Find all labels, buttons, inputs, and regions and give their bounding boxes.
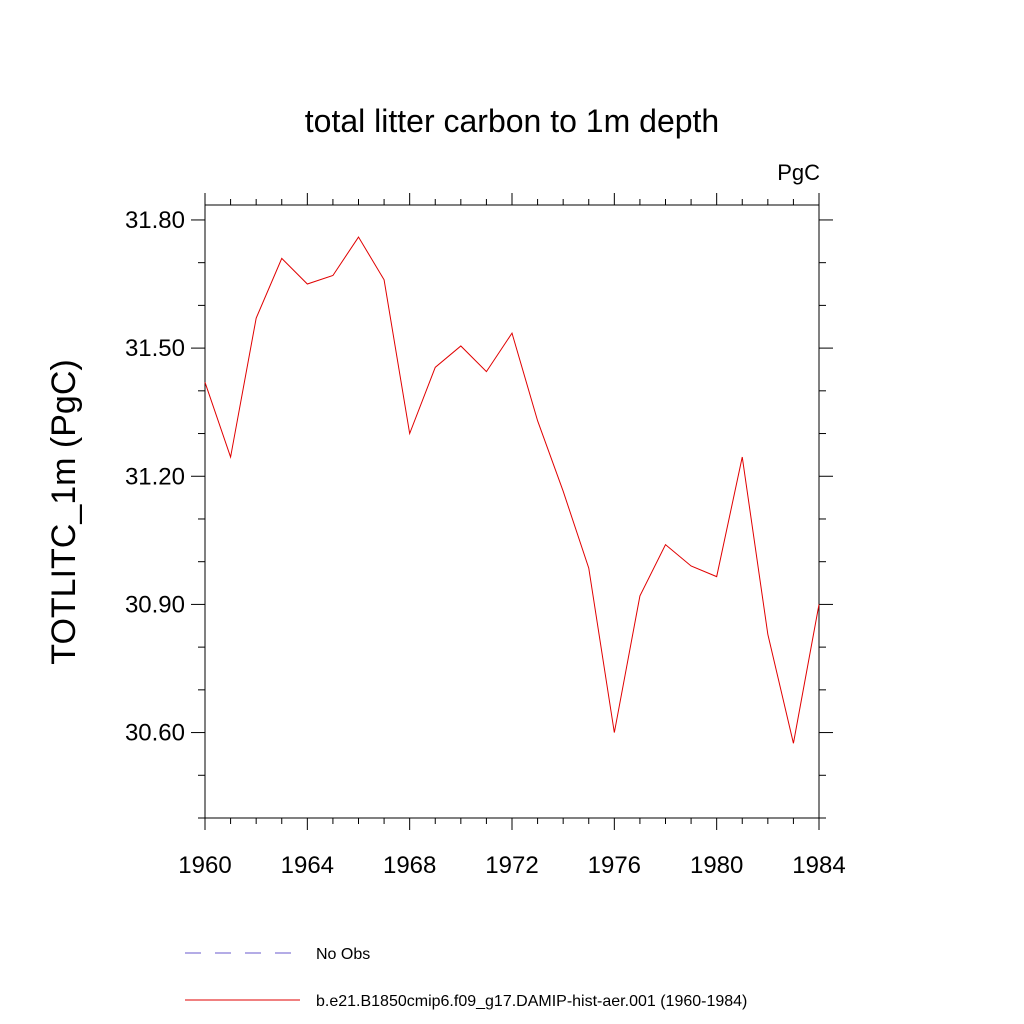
x-tick-label: 1972 [485,852,538,879]
legend: No Obs b.e21.B1850cmip6.f09_g17.DAMIP-his… [185,946,747,1010]
y-tick-label: 31.20 [125,463,185,490]
y-tick-label: 30.90 [125,591,185,618]
series-line-0 [204,236,820,744]
units-label: PgC [777,160,820,185]
plot-frame [204,204,820,819]
y-axis-label: TOTLITC_1m (PgC) [45,359,83,664]
y-axis: 30.60 30.90 31.20 31.50 31.80 [125,207,833,819]
x-tick-label: 1968 [383,852,436,879]
x-tick-label: 1960 [178,852,231,879]
x-axis: 1960 1964 1968 1972 1976 1980 1984 [178,193,846,879]
legend-label-0: No Obs [316,946,370,963]
y-tick-label: 31.80 [125,207,185,234]
y-tick-label: 30.60 [125,720,185,747]
x-tick-label: 1976 [588,852,641,879]
chart-title: total litter carbon to 1m depth [305,103,719,139]
y-tick-label: 31.50 [125,335,185,362]
legend-label-1: b.e21.B1850cmip6.f09_g17.DAMIP-hist-aer.… [316,993,747,1010]
x-tick-label: 1984 [792,852,845,879]
x-tick-label: 1980 [690,852,743,879]
series-layer [204,236,820,744]
x-tick-label: 1964 [281,852,334,879]
